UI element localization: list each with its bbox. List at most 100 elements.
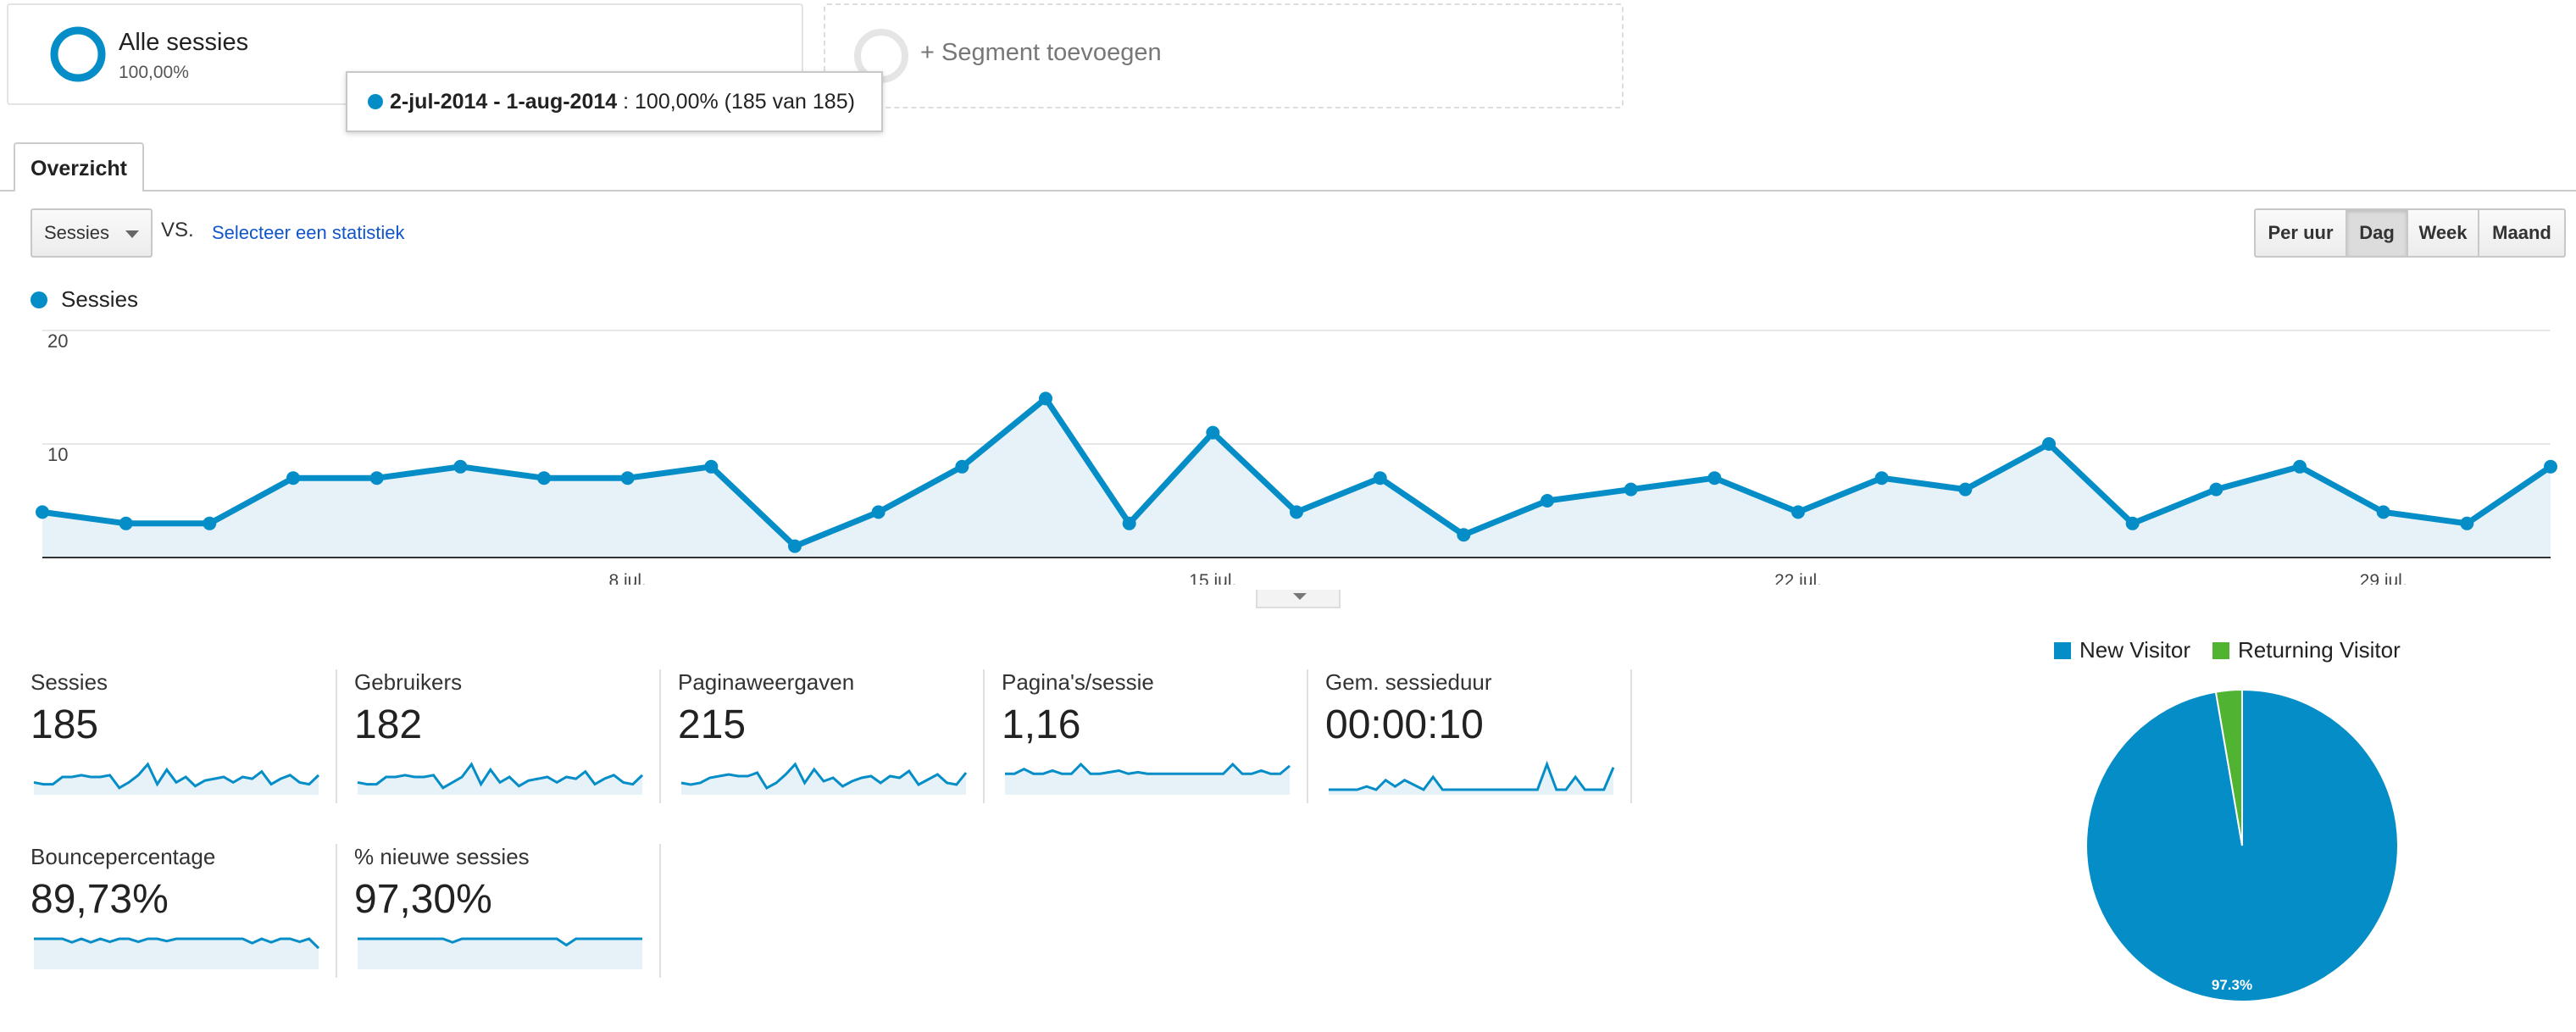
pie-slice-label: 97.3% bbox=[2212, 977, 2252, 993]
sessions-legend-label: Sessies bbox=[61, 286, 139, 312]
data-point[interactable] bbox=[119, 516, 133, 530]
data-point[interactable] bbox=[1290, 505, 1303, 519]
tooltip-detail: : 100,00% (185 van 185) bbox=[617, 90, 855, 114]
data-point[interactable] bbox=[620, 471, 635, 485]
data-point[interactable] bbox=[2125, 516, 2140, 530]
data-point[interactable] bbox=[955, 459, 969, 474]
tooltip-date-range: 2-jul-2014 - 1-aug-2014 bbox=[390, 90, 618, 114]
add-segment-label: + Segment toevoegen bbox=[920, 39, 1162, 66]
chart-collapse-toggle[interactable] bbox=[1256, 590, 1341, 608]
x-tick-label: 15 jul. bbox=[1189, 571, 1236, 585]
data-point[interactable] bbox=[453, 459, 468, 474]
scorecard-new-sessions: % nieuwe sessies 97,30% bbox=[354, 844, 661, 978]
sparkline-line bbox=[357, 762, 644, 790]
data-point[interactable] bbox=[36, 505, 49, 519]
add-segment-button[interactable]: + Segment toevoegen bbox=[824, 3, 1624, 108]
sparkline bbox=[680, 762, 968, 795]
scorecard-value: 89,73% bbox=[31, 877, 169, 922]
data-point[interactable] bbox=[1707, 471, 1722, 485]
data-point[interactable] bbox=[2460, 516, 2474, 530]
data-point[interactable] bbox=[1958, 482, 1973, 497]
sessions-line-chart: 20 10 8 jul. 15 jul. 22 jul. 29 jul. bbox=[36, 330, 2557, 585]
data-point[interactable] bbox=[2042, 437, 2056, 451]
granularity-month-button[interactable]: Maand bbox=[2478, 208, 2566, 258]
sparkline-line bbox=[680, 762, 968, 790]
chevron-down-icon bbox=[125, 230, 139, 238]
sessions-legend-dot bbox=[31, 291, 47, 308]
sparkline-line bbox=[1005, 762, 1291, 775]
sparkline-line bbox=[33, 762, 320, 790]
sparkline-line bbox=[34, 937, 320, 950]
data-point[interactable] bbox=[1541, 494, 1554, 508]
pie-legend-new: New Visitor bbox=[2079, 637, 2191, 663]
scorecard-label: Bouncepercentage bbox=[31, 844, 216, 869]
granularity-hourly-button[interactable]: Per uur bbox=[2254, 208, 2347, 258]
sparkline-line bbox=[358, 937, 642, 947]
pie-slice[interactable] bbox=[2214, 688, 2243, 846]
data-point[interactable] bbox=[871, 505, 886, 519]
scorecard-value: 97,30% bbox=[354, 877, 492, 922]
scorecard-label: % nieuwe sessies bbox=[354, 844, 530, 869]
metric-select[interactable]: Sessies bbox=[31, 208, 153, 258]
series-area bbox=[42, 398, 2551, 558]
tab-divider bbox=[0, 190, 2576, 191]
visitor-type-pie-chart: 97.3% bbox=[2085, 688, 2399, 1002]
sparkline-area bbox=[34, 764, 319, 795]
returning-visitor-swatch bbox=[2212, 641, 2230, 659]
scorecard-label: Gem. sessieduur bbox=[1325, 669, 1492, 695]
pie-legend: New Visitor Returning Visitor bbox=[2054, 637, 2401, 663]
sparkline bbox=[1329, 760, 1615, 795]
sparkline bbox=[1005, 762, 1291, 795]
data-point[interactable] bbox=[286, 471, 300, 485]
data-point[interactable] bbox=[1039, 391, 1052, 406]
scorecard-value: 185 bbox=[31, 702, 99, 747]
tooltip-dot-icon bbox=[368, 94, 383, 109]
data-point[interactable] bbox=[2544, 459, 2557, 474]
sparkline bbox=[34, 937, 320, 969]
sparkline-area bbox=[34, 939, 319, 969]
data-point[interactable] bbox=[203, 516, 217, 530]
scorecard-value: 1,16 bbox=[1002, 702, 1081, 747]
select-metric-link[interactable]: Selecteer een statistiek bbox=[212, 222, 405, 243]
new-visitor-swatch bbox=[2054, 641, 2071, 659]
granularity-day-button[interactable]: Dag bbox=[2346, 208, 2408, 258]
data-point[interactable] bbox=[704, 459, 719, 474]
data-point[interactable] bbox=[2209, 482, 2223, 497]
y-tick-label: 10 bbox=[47, 444, 68, 465]
tab-overview[interactable]: Overzicht bbox=[14, 142, 144, 191]
scorecard-avg-session-duration: Gem. sessieduur 00:00:10 bbox=[1325, 669, 1632, 803]
segment-donut-icon bbox=[50, 26, 106, 82]
data-point[interactable] bbox=[1624, 482, 1638, 497]
scorecard-pages-per-session: Pagina's/sessie 1,16 bbox=[1002, 669, 1308, 803]
data-point[interactable] bbox=[1457, 528, 1471, 542]
granularity-buttons: Per uur Dag Week Maand bbox=[2254, 208, 2566, 258]
scorecard-value: 215 bbox=[678, 702, 747, 747]
sparkline bbox=[33, 762, 320, 795]
x-tick-label: 29 jul. bbox=[2360, 571, 2407, 585]
data-point[interactable] bbox=[369, 471, 384, 485]
data-point[interactable] bbox=[2376, 505, 2390, 519]
scorecard-label: Gebruikers bbox=[354, 669, 463, 695]
vs-label: VS. bbox=[161, 219, 194, 241]
scorecard-sessions: Sessies 185 bbox=[31, 669, 337, 803]
x-tick-label: 8 jul. bbox=[608, 571, 646, 585]
sparkline bbox=[358, 937, 642, 969]
data-point[interactable] bbox=[1874, 471, 1889, 485]
scorecard-users: Gebruikers 182 bbox=[354, 669, 661, 803]
data-point[interactable] bbox=[1122, 516, 1136, 530]
segment-title: Alle sessies bbox=[119, 29, 249, 56]
segment-tooltip: 2-jul-2014 - 1-aug-2014 : 100,00% (185 v… bbox=[346, 71, 883, 132]
sparkline-line bbox=[1329, 760, 1615, 791]
sparkline-area bbox=[358, 764, 642, 795]
pie-legend-returning: Returning Visitor bbox=[2238, 637, 2401, 663]
data-point[interactable] bbox=[537, 471, 551, 485]
sparkline-area bbox=[1005, 764, 1290, 795]
sparkline-area bbox=[1329, 764, 1613, 795]
data-point[interactable] bbox=[788, 539, 802, 553]
sparkline-area bbox=[681, 764, 966, 795]
granularity-week-button[interactable]: Week bbox=[2407, 208, 2479, 258]
data-point[interactable] bbox=[1373, 471, 1387, 485]
data-point[interactable] bbox=[1791, 505, 1805, 519]
data-point[interactable] bbox=[1206, 425, 1220, 440]
data-point[interactable] bbox=[2293, 459, 2307, 474]
